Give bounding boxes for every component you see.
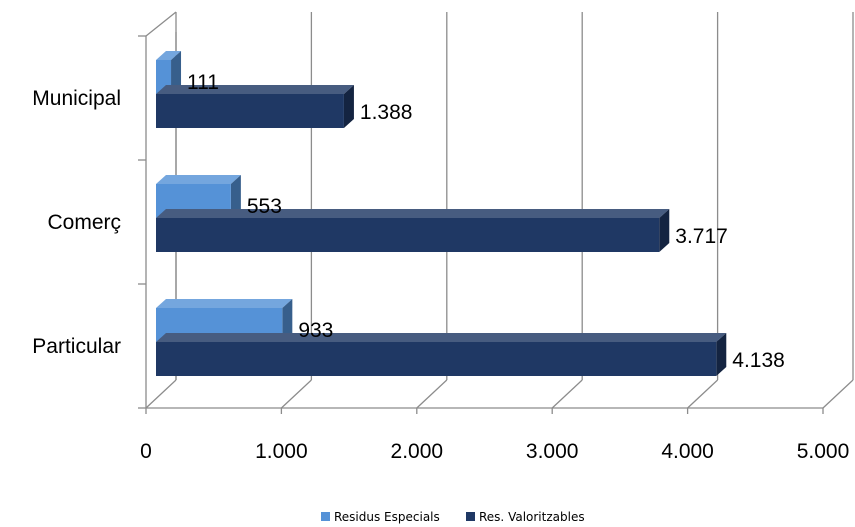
data-label-residus-especials: 553: [247, 195, 282, 218]
bar-residus-especials-comerc-top: [156, 175, 241, 184]
data-label-residus-especials: 111: [187, 71, 219, 94]
data-label-res-valoritzables: 3.717: [675, 225, 728, 248]
bar-res-valoritzables-comerc-side: [659, 209, 670, 252]
bar-res-valoritzables-municipal: [156, 85, 354, 128]
x-tick-label: 5.000: [797, 440, 850, 463]
x-tick-label: 3.000: [526, 440, 579, 463]
floor-gridline: [416, 379, 448, 409]
bar-residus-especials-municipal-top: [156, 51, 182, 60]
bar-res-valoritzables-municipal-side: [343, 85, 354, 128]
data-label-res-valoritzables: 4.138: [732, 349, 785, 372]
legend-swatch-residus-especials: [321, 512, 330, 521]
x-tick-label: 0: [140, 440, 152, 463]
floor-gridline: [822, 379, 854, 409]
bar-res-valoritzables-comerc-front: [156, 218, 660, 252]
bar-res-valoritzables-municipal-front: [156, 94, 344, 128]
floor-gridline: [687, 379, 719, 409]
x-tick-label: 4.000: [661, 440, 714, 463]
legend: Residus Especials Res. Valoritzables: [321, 510, 585, 524]
bar-res-valoritzables-comerc-top: [156, 209, 670, 218]
data-label-residus-especials: 933: [298, 319, 333, 342]
bar-res-valoritzables-comerc: [156, 209, 670, 252]
bar-residus-especials-particular-side: [282, 299, 293, 342]
bar-res-valoritzables-particular-side: [716, 333, 727, 376]
bar-residus-especials-comerc-side: [230, 175, 241, 218]
x-tick-label: 2.000: [391, 440, 444, 463]
category-label-comerc: Comerç: [47, 211, 121, 234]
floor-gridline: [280, 379, 312, 409]
bar-residus-especials-municipal-side: [171, 51, 182, 94]
bars: [156, 51, 727, 376]
bar-residus-especials-particular-top: [156, 299, 293, 308]
bar-res-valoritzables-particular: [156, 333, 727, 376]
legend-swatch-res-valoritzables: [466, 512, 475, 521]
category-label-particular: Particular: [32, 335, 121, 358]
floor-gridline: [145, 379, 177, 409]
bar-res-valoritzables-particular-top: [156, 333, 727, 342]
bar-res-valoritzables-particular-front: [156, 342, 717, 376]
x-tick-label: 1.000: [255, 440, 308, 463]
bar-res-valoritzables-municipal-top: [156, 85, 354, 94]
legend-label-residus-especials: Residus Especials: [334, 510, 440, 524]
left-wall-top: [145, 11, 177, 37]
floor-gridline: [551, 379, 583, 409]
category-label-municipal: Municipal: [32, 87, 121, 110]
legend-label-res-valoritzables: Res. Valoritzables: [479, 510, 585, 524]
axes: [138, 11, 824, 414]
labels: 0 1.000 2.000 3.000 4.000 5.000 111 1.388 Munici…: [32, 71, 849, 463]
data-label-res-valoritzables: 1.388: [360, 101, 413, 124]
